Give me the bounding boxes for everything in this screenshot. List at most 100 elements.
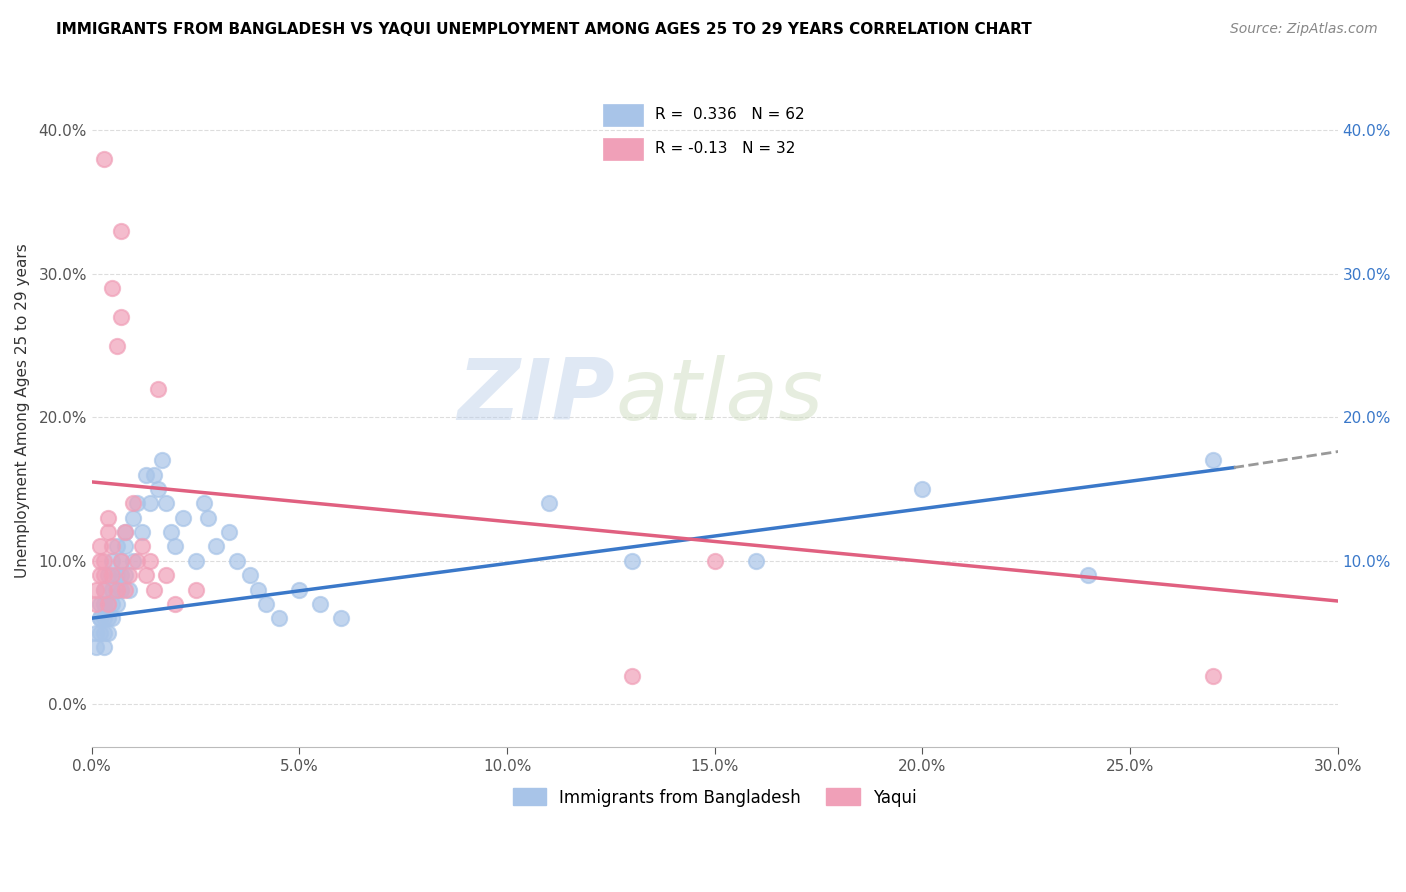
Point: [254, 597, 277, 611]
Text: R =  0.336   N = 62: R = 0.336 N = 62: [655, 107, 806, 122]
Point: [114, 525, 136, 540]
Point: [84, 640, 107, 654]
Point: [139, 554, 162, 568]
Point: [135, 568, 157, 582]
Point: [114, 582, 136, 597]
Point: [110, 554, 132, 568]
Point: [89, 611, 111, 625]
Point: [146, 482, 169, 496]
Point: [114, 568, 136, 582]
Point: [226, 554, 249, 568]
Point: [93, 625, 115, 640]
Point: [537, 496, 560, 510]
Text: R = -0.13   N = 32: R = -0.13 N = 32: [655, 141, 796, 156]
Point: [110, 568, 132, 582]
Point: [97, 611, 120, 625]
Point: [118, 568, 141, 582]
Point: [143, 582, 166, 597]
Point: [139, 496, 162, 510]
Point: [118, 582, 141, 597]
Point: [93, 582, 115, 597]
Point: [89, 597, 111, 611]
Point: [97, 510, 120, 524]
Point: [163, 597, 186, 611]
Point: [110, 554, 132, 568]
Point: [184, 554, 207, 568]
Point: [101, 281, 124, 295]
Point: [101, 554, 124, 568]
Point: [84, 582, 107, 597]
Point: [89, 625, 111, 640]
Point: [267, 611, 290, 625]
Text: IMMIGRANTS FROM BANGLADESH VS YAQUI UNEMPLOYMENT AMONG AGES 25 TO 29 YEARS CORRE: IMMIGRANTS FROM BANGLADESH VS YAQUI UNEM…: [56, 22, 1032, 37]
Point: [105, 597, 128, 611]
Point: [288, 582, 311, 597]
Point: [110, 582, 132, 597]
Point: [122, 496, 145, 510]
Point: [135, 467, 157, 482]
Point: [110, 224, 132, 238]
Point: [205, 540, 228, 554]
Point: [163, 540, 186, 554]
Legend: Immigrants from Bangladesh, Yaqui: Immigrants from Bangladesh, Yaqui: [506, 781, 924, 814]
Point: [159, 525, 181, 540]
Point: [101, 568, 124, 582]
Text: Source: ZipAtlas.com: Source: ZipAtlas.com: [1230, 22, 1378, 37]
Point: [101, 540, 124, 554]
Point: [97, 597, 120, 611]
Point: [89, 568, 111, 582]
Point: [97, 568, 120, 582]
Point: [193, 496, 215, 510]
Point: [97, 597, 120, 611]
Point: [218, 525, 240, 540]
Point: [101, 611, 124, 625]
Point: [131, 525, 153, 540]
Bar: [603, 103, 643, 127]
Point: [110, 310, 132, 324]
Point: [101, 597, 124, 611]
Point: [114, 525, 136, 540]
Text: atlas: atlas: [614, 355, 823, 438]
Point: [745, 554, 768, 568]
Point: [93, 152, 115, 166]
Point: [105, 582, 128, 597]
Point: [105, 338, 128, 352]
Point: [309, 597, 332, 611]
Point: [1202, 668, 1225, 682]
Point: [114, 540, 136, 554]
Point: [155, 496, 177, 510]
Point: [146, 382, 169, 396]
Point: [89, 611, 111, 625]
Point: [329, 611, 352, 625]
Point: [89, 540, 111, 554]
Point: [703, 554, 725, 568]
Point: [246, 582, 269, 597]
Point: [93, 582, 115, 597]
Point: [84, 625, 107, 640]
Point: [89, 554, 111, 568]
Point: [93, 611, 115, 625]
Point: [105, 540, 128, 554]
Point: [93, 568, 115, 582]
Point: [620, 668, 643, 682]
Point: [122, 510, 145, 524]
Point: [93, 554, 115, 568]
Point: [105, 582, 128, 597]
Point: [911, 482, 934, 496]
Point: [127, 496, 149, 510]
Point: [150, 453, 173, 467]
Point: [122, 554, 145, 568]
Point: [1202, 453, 1225, 467]
Point: [97, 625, 120, 640]
Point: [172, 510, 194, 524]
Point: [127, 554, 149, 568]
Point: [238, 568, 260, 582]
Bar: [603, 137, 643, 161]
Point: [97, 525, 120, 540]
Point: [155, 568, 177, 582]
Text: ZIP: ZIP: [457, 355, 614, 438]
Point: [84, 597, 107, 611]
Point: [1077, 568, 1099, 582]
Point: [93, 640, 115, 654]
Point: [143, 467, 166, 482]
